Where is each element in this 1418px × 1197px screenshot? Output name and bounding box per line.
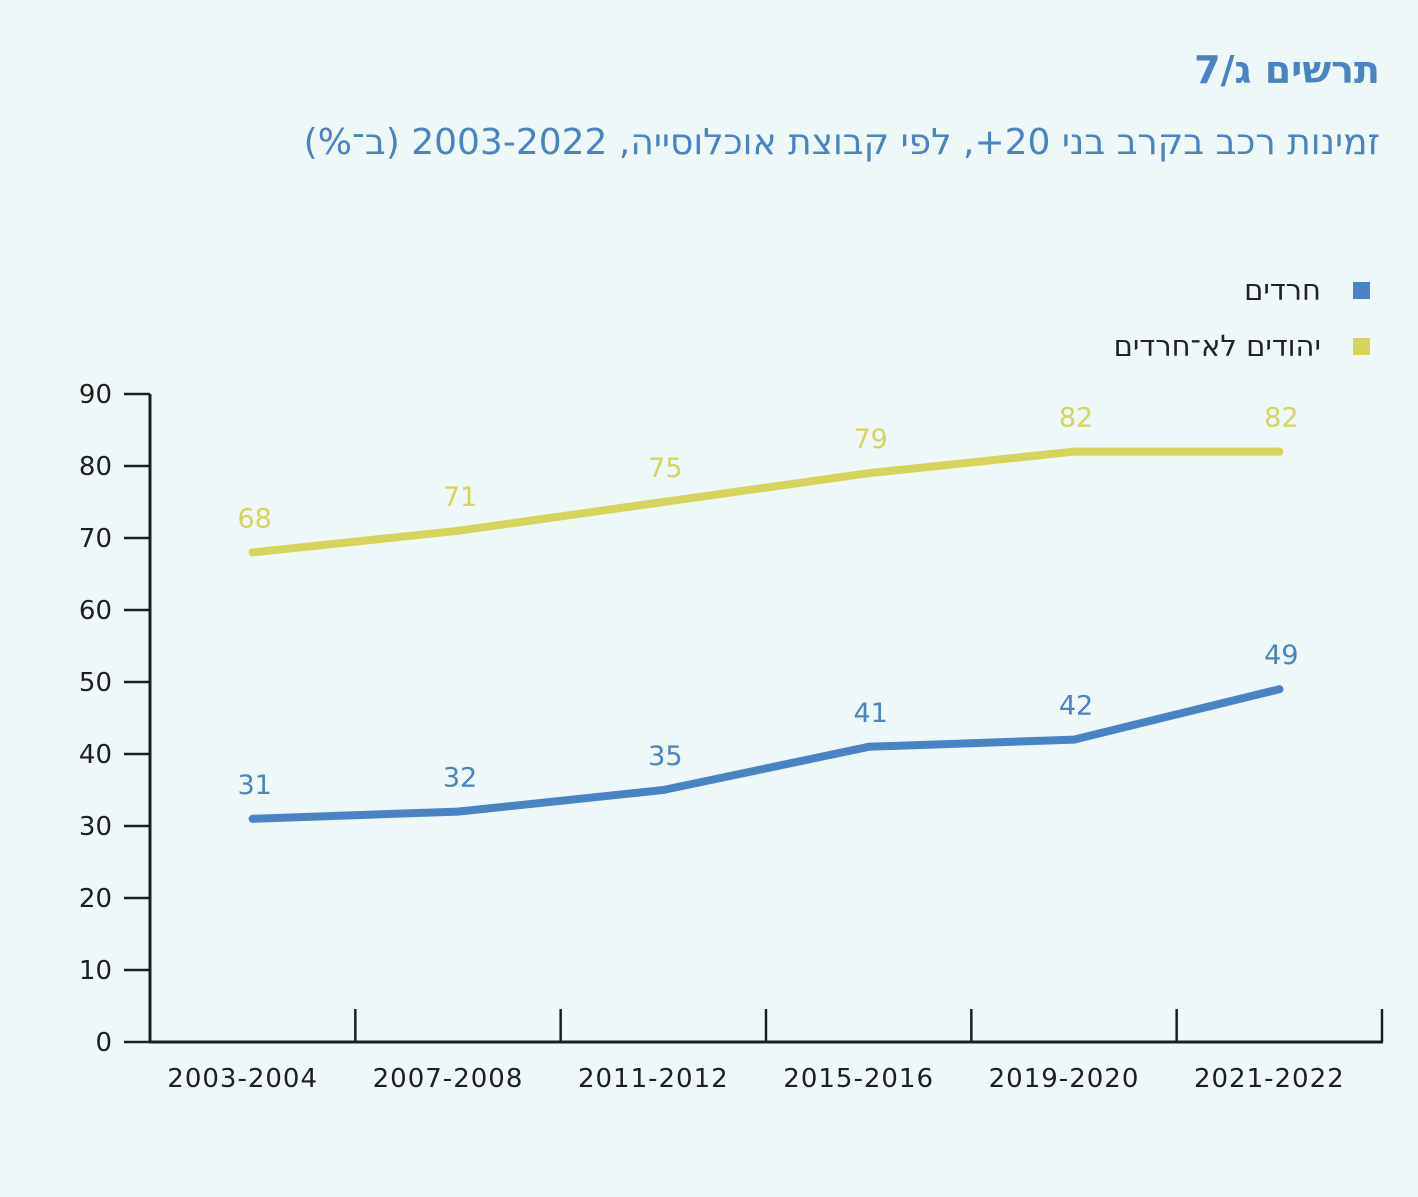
data-point bbox=[864, 469, 873, 478]
x-tick-label: 2007-2008 bbox=[373, 1064, 524, 1094]
data-label: 32 bbox=[443, 763, 477, 794]
y-tick-label: 50 bbox=[79, 668, 112, 698]
data-point bbox=[659, 498, 668, 506]
y-tick-label: 70 bbox=[79, 524, 112, 554]
data-point bbox=[864, 742, 873, 751]
legend-swatch-non-haredim bbox=[1353, 337, 1370, 355]
data-point bbox=[1275, 685, 1284, 694]
legend: חרדים יהודים לא־חרדים bbox=[1114, 262, 1370, 374]
series-line-0 bbox=[248, 685, 1284, 823]
y-tick-label: 0 bbox=[95, 1028, 112, 1058]
y-tick-label: 60 bbox=[79, 596, 112, 626]
data-label: 82 bbox=[1264, 403, 1298, 434]
data-point bbox=[248, 548, 257, 557]
data-labels: 31 32 35 41 42 49 68 71 75 79 82 82 bbox=[237, 403, 1298, 801]
data-point bbox=[248, 814, 257, 823]
data-point bbox=[1275, 447, 1284, 456]
data-label: 71 bbox=[443, 482, 477, 513]
data-label: 31 bbox=[237, 770, 271, 801]
legend-label-haredim: חרדים bbox=[1244, 273, 1321, 307]
y-tick-label: 20 bbox=[79, 884, 112, 914]
x-tick-label: 2015-2016 bbox=[783, 1064, 934, 1094]
x-tick-label: 2011-2012 bbox=[578, 1064, 729, 1094]
y-tick-label: 90 bbox=[79, 380, 112, 410]
x-tick-label: 2003-2004 bbox=[167, 1064, 318, 1094]
data-label: 68 bbox=[237, 503, 271, 534]
data-label: 42 bbox=[1059, 691, 1093, 722]
series-lines bbox=[248, 447, 1284, 823]
legend-item-haredim: חרדים bbox=[1114, 262, 1370, 318]
data-label: 79 bbox=[853, 424, 887, 455]
data-label: 41 bbox=[853, 698, 887, 729]
data-label: 82 bbox=[1059, 403, 1093, 434]
x-tick-label: 2021-2022 bbox=[1194, 1064, 1345, 1094]
axes: 0 10 20 30 40 50 60 70 80 90 2003-2004 2007-2008 201… bbox=[79, 380, 1384, 1094]
y-tick-label: 30 bbox=[79, 812, 112, 842]
legend-item-non-haredim: יהודים לא־חרדים bbox=[1114, 318, 1370, 374]
data-point bbox=[454, 807, 462, 816]
data-point bbox=[659, 786, 668, 794]
figure-title: זמינות רכב בקרב בני 20+, לפי קבוצת אוכלו… bbox=[303, 122, 1380, 163]
y-tick-label: 10 bbox=[79, 956, 112, 986]
y-tick-label: 80 bbox=[79, 452, 112, 482]
x-tick-label: 2019-2020 bbox=[989, 1064, 1140, 1094]
legend-swatch-haredim bbox=[1353, 281, 1370, 299]
data-point bbox=[1070, 735, 1078, 744]
y-tick-label: 40 bbox=[79, 740, 112, 770]
figure-label: תרשים ג/7 bbox=[1194, 48, 1380, 92]
data-label: 35 bbox=[648, 741, 682, 772]
data-label: 49 bbox=[1264, 640, 1298, 671]
data-point bbox=[1070, 447, 1078, 456]
legend-label-non-haredim: יהודים לא־חרדים bbox=[1113, 329, 1321, 363]
data-label: 75 bbox=[648, 453, 682, 484]
series-line-1 bbox=[248, 447, 1284, 557]
data-point bbox=[454, 526, 462, 535]
